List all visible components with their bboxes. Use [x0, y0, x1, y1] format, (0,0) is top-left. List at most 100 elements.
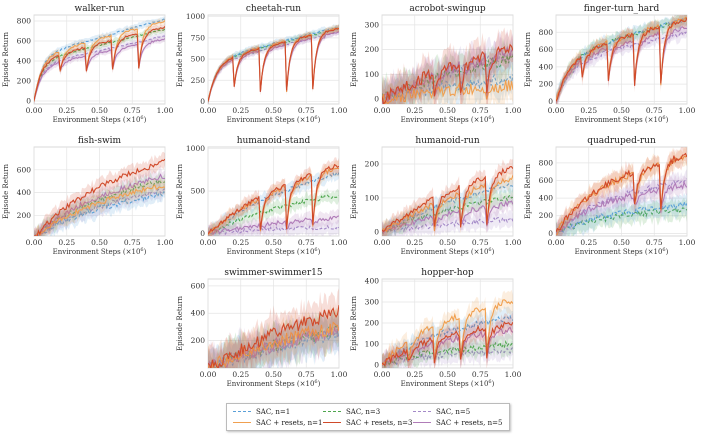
panel-title: hopper-hop: [421, 268, 474, 278]
x-axis-label: Environment Steps (×106): [401, 379, 495, 388]
series-SAC, n=5: [34, 35, 165, 102]
y-tick-label: 750: [191, 33, 206, 42]
panel-title: swimmer-swimmer15: [224, 268, 323, 278]
band-SAC, n=1: [382, 176, 513, 236]
series-SAC, n=5: [382, 347, 513, 368]
y-tick-label: 600: [17, 165, 32, 174]
x-axis-label: Environment Steps (×106): [575, 247, 669, 256]
x-axis-label: Environment Steps (×106): [227, 115, 321, 124]
panel-humanoid-stand: 0 500 1000 0.00 0.25 0.50 0.75 1.00 humanoid-sta…: [176, 136, 348, 256]
y-tick-label: 800: [17, 17, 32, 26]
y-axis-label: Episode Return: [350, 31, 358, 87]
x-tick-label: 0.00: [26, 106, 43, 115]
x-axis-label: Environment Steps (×106): [53, 247, 147, 256]
x-tick-label: 0.00: [374, 106, 391, 115]
band-SAC, n=1: [34, 183, 165, 236]
y-tick-label: 100: [365, 339, 380, 348]
legend-item: SAC, n=3: [323, 406, 413, 417]
legend-line: [413, 422, 431, 423]
legend-item: SAC, n=5: [413, 406, 503, 417]
x-tick-label: 0.50: [613, 238, 630, 247]
series-SAC + resets, n=5: [556, 180, 687, 236]
legend-label: SAC, n=1: [256, 407, 291, 416]
band-SAC + resets, n=3: [556, 15, 687, 104]
y-tick-label: 400: [365, 277, 380, 286]
x-tick-label: 1.00: [505, 370, 522, 379]
panel-finger-turn_hard: 0 200 400 600 800 0.00 0.25 0.50 0.75 1.00 finger-…: [524, 4, 696, 124]
x-tick-label: 1.00: [679, 238, 696, 247]
legend-label: SAC + resets, n=5: [436, 418, 503, 427]
x-tick-label: 0.75: [646, 106, 663, 115]
x-axis-label: Environment Steps (×106): [575, 115, 669, 124]
x-tick-label: 1.00: [331, 370, 348, 379]
x-tick-label: 0.25: [58, 238, 75, 247]
x-tick-label: 0.75: [124, 238, 141, 247]
x-tick-label: 0.75: [472, 370, 489, 379]
x-tick-label: 0.75: [298, 370, 315, 379]
x-tick-label: 1.00: [679, 106, 696, 115]
x-tick-label: 0.00: [548, 106, 565, 115]
band-SAC + resets, n=1: [34, 17, 165, 104]
x-tick-label: 1.00: [331, 238, 348, 247]
series-SAC, n=1: [556, 200, 687, 236]
series-SAC + resets, n=5: [208, 215, 339, 235]
y-tick-label: 600: [17, 37, 32, 46]
series-SAC + resets, n=5: [34, 173, 165, 236]
panel-swimmer-swimmer15: 200 400 600 0.00 0.25 0.50 0.75 1.00 swimmer-swi…: [176, 268, 348, 388]
band-SAC, n=1: [556, 192, 687, 236]
x-tick-label: 0.50: [91, 106, 108, 115]
y-tick-label: 1000: [186, 144, 205, 153]
series-SAC + resets, n=3: [556, 17, 687, 102]
y-axis-label: Episode Return: [350, 163, 358, 219]
band-SAC + resets, n=1: [556, 147, 687, 236]
y-tick-label: 200: [17, 211, 32, 220]
series-SAC, n=5: [208, 224, 339, 236]
legend: SAC, n=1 SAC, n=3 SAC, n=5 SAC + resets, n=…: [226, 403, 510, 431]
panel-title: acrobot-swingup: [409, 4, 486, 14]
x-tick-label: 0.00: [200, 106, 217, 115]
y-tick-label: 1000: [186, 12, 205, 21]
x-tick-label: 1.00: [505, 238, 522, 247]
band-SAC + resets, n=3: [34, 23, 165, 103]
series-SAC, n=3: [556, 206, 687, 235]
x-tick-label: 0.75: [472, 238, 489, 247]
y-tick-label: 0: [374, 95, 379, 104]
series-SAC + resets, n=1: [35, 184, 165, 236]
legend-line: [323, 422, 341, 423]
band-SAC + resets, n=1: [208, 24, 339, 104]
band-SAC, n=5: [208, 218, 339, 236]
panel-title: cheetah-run: [246, 4, 301, 14]
series-SAC + resets, n=1: [382, 299, 513, 366]
x-tick-label: 0.25: [232, 370, 249, 379]
band-SAC + resets, n=3: [556, 147, 687, 236]
series-SAC + resets, n=3: [556, 152, 687, 232]
series-SAC + resets, n=1: [208, 321, 339, 368]
panel-title: walker-run: [75, 4, 125, 14]
legend-line: [233, 422, 251, 423]
series-SAC + resets, n=3: [34, 26, 165, 101]
y-tick-label: 300: [365, 20, 380, 29]
series-SAC + resets, n=3: [34, 158, 165, 236]
legend-label: SAC, n=3: [346, 407, 381, 416]
panel-acrobot-swingup: 0 100 200 300 0.00 0.25 0.50 0.75 1.00 acrobot-sw…: [350, 4, 522, 124]
series-SAC, n=1: [208, 172, 339, 235]
x-tick-label: 0.50: [265, 238, 282, 247]
y-axis-label: Episode Return: [2, 163, 10, 219]
y-tick-label: 200: [365, 159, 380, 168]
legend-item: SAC + resets, n=1: [233, 417, 323, 428]
y-tick-label: 500: [191, 55, 206, 64]
y-tick-label: 200: [365, 45, 380, 54]
x-tick-label: 0.50: [439, 370, 456, 379]
series-SAC + resets, n=5: [34, 38, 165, 102]
y-tick-label: 600: [539, 45, 554, 54]
x-tick-label: 1.00: [157, 106, 174, 115]
band-SAC, n=3: [208, 188, 339, 236]
y-tick-label: 0: [374, 360, 379, 369]
legend-label: SAC + resets, n=3: [346, 418, 413, 427]
series-SAC + resets, n=1: [382, 175, 513, 233]
x-tick-label: 0.25: [580, 106, 597, 115]
y-tick-label: 400: [17, 57, 32, 66]
series-SAC + resets, n=1: [382, 80, 513, 104]
y-tick-label: 0: [200, 229, 205, 238]
